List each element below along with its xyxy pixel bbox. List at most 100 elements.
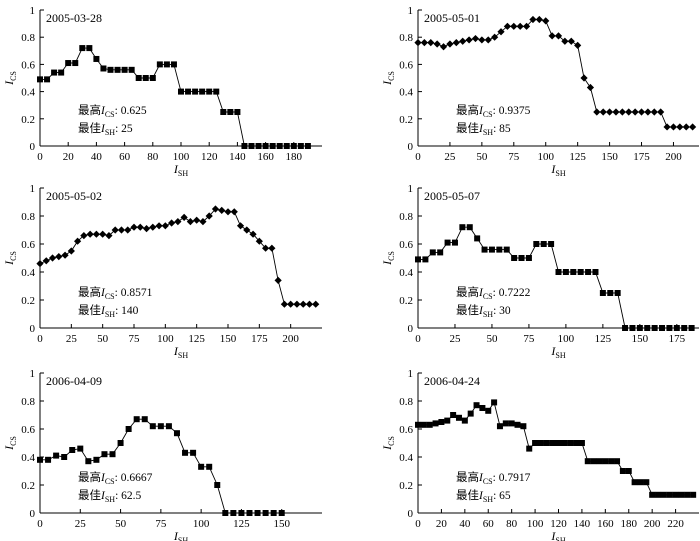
x-tick-label: 125 (595, 333, 612, 345)
data-point (205, 212, 213, 220)
y-tick-label: 0.2 (21, 114, 35, 126)
chart-date-title: 2005-05-07 (424, 189, 480, 203)
data-point (614, 458, 621, 465)
data-point (224, 208, 232, 216)
y-tick-label: 0.2 (399, 114, 413, 126)
data-point (535, 15, 543, 24)
data-point (185, 88, 192, 95)
data-point (51, 69, 58, 76)
data-point (446, 40, 454, 48)
data-point (133, 416, 140, 423)
data-point (502, 420, 509, 427)
data-point (619, 468, 626, 474)
data-point (429, 249, 436, 256)
data-point (255, 143, 262, 149)
data-point (618, 108, 626, 116)
data-point (124, 226, 132, 234)
data-point (199, 218, 207, 226)
data-point (684, 491, 691, 498)
data-point (593, 108, 601, 116)
x-axis-title: ISH (173, 344, 188, 360)
data-point (99, 230, 107, 238)
data-point (227, 109, 234, 115)
x-tick-label: 20 (63, 151, 75, 163)
data-point (663, 123, 671, 131)
data-point (427, 39, 435, 47)
data-point (503, 246, 510, 253)
data-point (222, 510, 229, 516)
data-point (471, 34, 480, 43)
data-point (438, 419, 445, 425)
x-tick-label: 150 (220, 333, 237, 345)
x-tick-label: 80 (506, 518, 518, 530)
data-point (297, 143, 304, 149)
data-point (689, 123, 697, 131)
x-tick-label: 40 (91, 151, 103, 163)
annotation-best-ish: 最佳ISH: 85 (456, 121, 511, 137)
data-point (86, 45, 93, 52)
x-tick-label: 0 (415, 333, 421, 345)
data-point (37, 456, 43, 463)
data-point (452, 39, 460, 47)
y-tick-label: 0.4 (21, 452, 35, 464)
data-point (37, 76, 43, 83)
annotation-best-ish: 最佳ISH: 62.5 (78, 488, 142, 504)
y-tick-label: 0 (30, 323, 36, 335)
chart-date-title: 2005-05-02 (46, 189, 102, 203)
x-tick-label: 200 (282, 333, 299, 345)
data-point (599, 108, 607, 116)
y-tick-label: 0.6 (399, 59, 413, 71)
data-point (101, 451, 108, 458)
data-point (532, 440, 539, 446)
data-point (198, 463, 205, 470)
data-point (602, 458, 609, 465)
data-point (312, 300, 320, 308)
annotation-max-ics: 最高ICS: 0.9375 (456, 103, 531, 119)
data-point (437, 249, 444, 256)
data-point (173, 430, 180, 437)
data-point (236, 222, 245, 230)
x-tick-label: 150 (273, 518, 290, 530)
y-tick-label: 0.8 (399, 211, 413, 223)
data-point (61, 251, 69, 259)
y-axis-title: ICS (2, 436, 18, 451)
x-tick-label: 120 (550, 518, 567, 530)
data-point (455, 414, 462, 421)
data-point (45, 456, 52, 463)
data-point (93, 55, 100, 62)
data-point (549, 440, 556, 446)
data-point (522, 22, 531, 30)
data-point (168, 219, 176, 227)
y-tick-label: 1 (408, 183, 414, 195)
data-point (607, 290, 614, 296)
annotation-best-ish: 最佳ISH: 25 (78, 121, 133, 137)
data-point (426, 421, 433, 428)
data-point (180, 213, 188, 221)
x-tick-label: 20 (436, 518, 448, 530)
data-point (631, 108, 639, 116)
data-point (491, 33, 499, 41)
data-point (156, 61, 163, 68)
x-tick-label: 75 (155, 518, 167, 530)
data-point (496, 423, 503, 430)
x-tick-label: 50 (115, 518, 127, 530)
data-point (520, 423, 527, 430)
x-axis-title: ISH (550, 162, 565, 178)
data-point (650, 108, 658, 116)
data-point (637, 479, 644, 486)
data-point (283, 143, 290, 149)
data-point (243, 226, 251, 234)
data-point (230, 510, 237, 516)
data-point (503, 22, 512, 30)
x-tick-label: 75 (523, 333, 535, 345)
x-axis-title: ISH (550, 529, 565, 541)
x-tick-label: 0 (415, 151, 421, 163)
data-point (608, 458, 615, 465)
annotation-best-ish: 最佳ISH: 140 (78, 303, 139, 319)
data-point (141, 416, 148, 423)
x-tick-label: 100 (173, 151, 190, 163)
data-point (643, 479, 650, 486)
x-tick-label: 40 (459, 518, 471, 530)
annotation-max-ics: 最高ICS: 0.625 (78, 103, 147, 119)
